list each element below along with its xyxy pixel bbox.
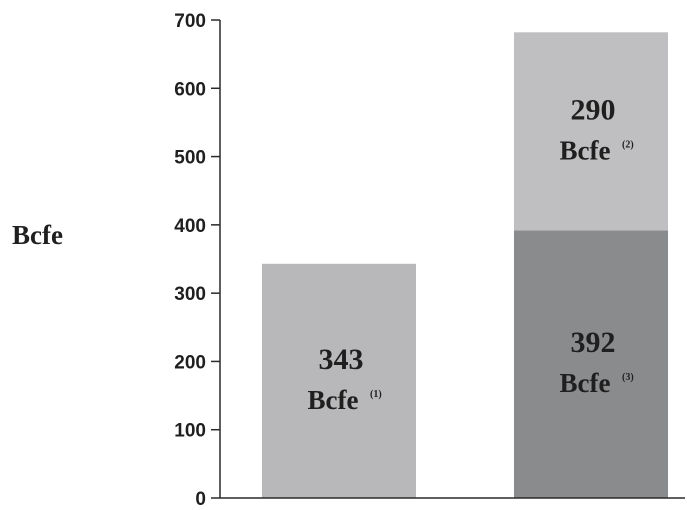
bar-value-label: 290 [571, 93, 616, 126]
y-axis-label: Bcfe [12, 220, 63, 250]
bar-unit-label: Bcfe [308, 385, 359, 415]
y-axis-ticks: 0 100 200 300 400 500 600 700 [174, 11, 220, 510]
bar-unit-label: Bcfe [560, 368, 611, 398]
y-tick-label: 600 [174, 79, 206, 100]
bar-unit-label: Bcfe [560, 135, 611, 165]
y-tick-label: 100 [174, 421, 206, 442]
bar-segment [514, 32, 668, 231]
bar-footnote-marker: (3) [622, 372, 634, 383]
bar-value-label: 343 [319, 343, 364, 376]
bar-footnote-marker: (1) [370, 389, 382, 400]
bar-segment [514, 230, 668, 498]
bar-footnote-marker: (2) [622, 139, 634, 150]
y-tick-label: 400 [174, 216, 206, 237]
y-tick-label: 0 [195, 489, 206, 510]
bars [262, 32, 668, 498]
bar-value-label: 392 [571, 326, 616, 359]
y-tick-label: 500 [174, 148, 206, 169]
y-tick-label: 700 [174, 11, 206, 32]
bar-labels: 343 Bcfe (1) 392 Bcfe (3) 290 Bcfe (2) [308, 93, 634, 415]
y-tick-label: 200 [174, 352, 206, 373]
bar-segment [262, 263, 416, 498]
y-tick-label: 300 [174, 284, 206, 305]
